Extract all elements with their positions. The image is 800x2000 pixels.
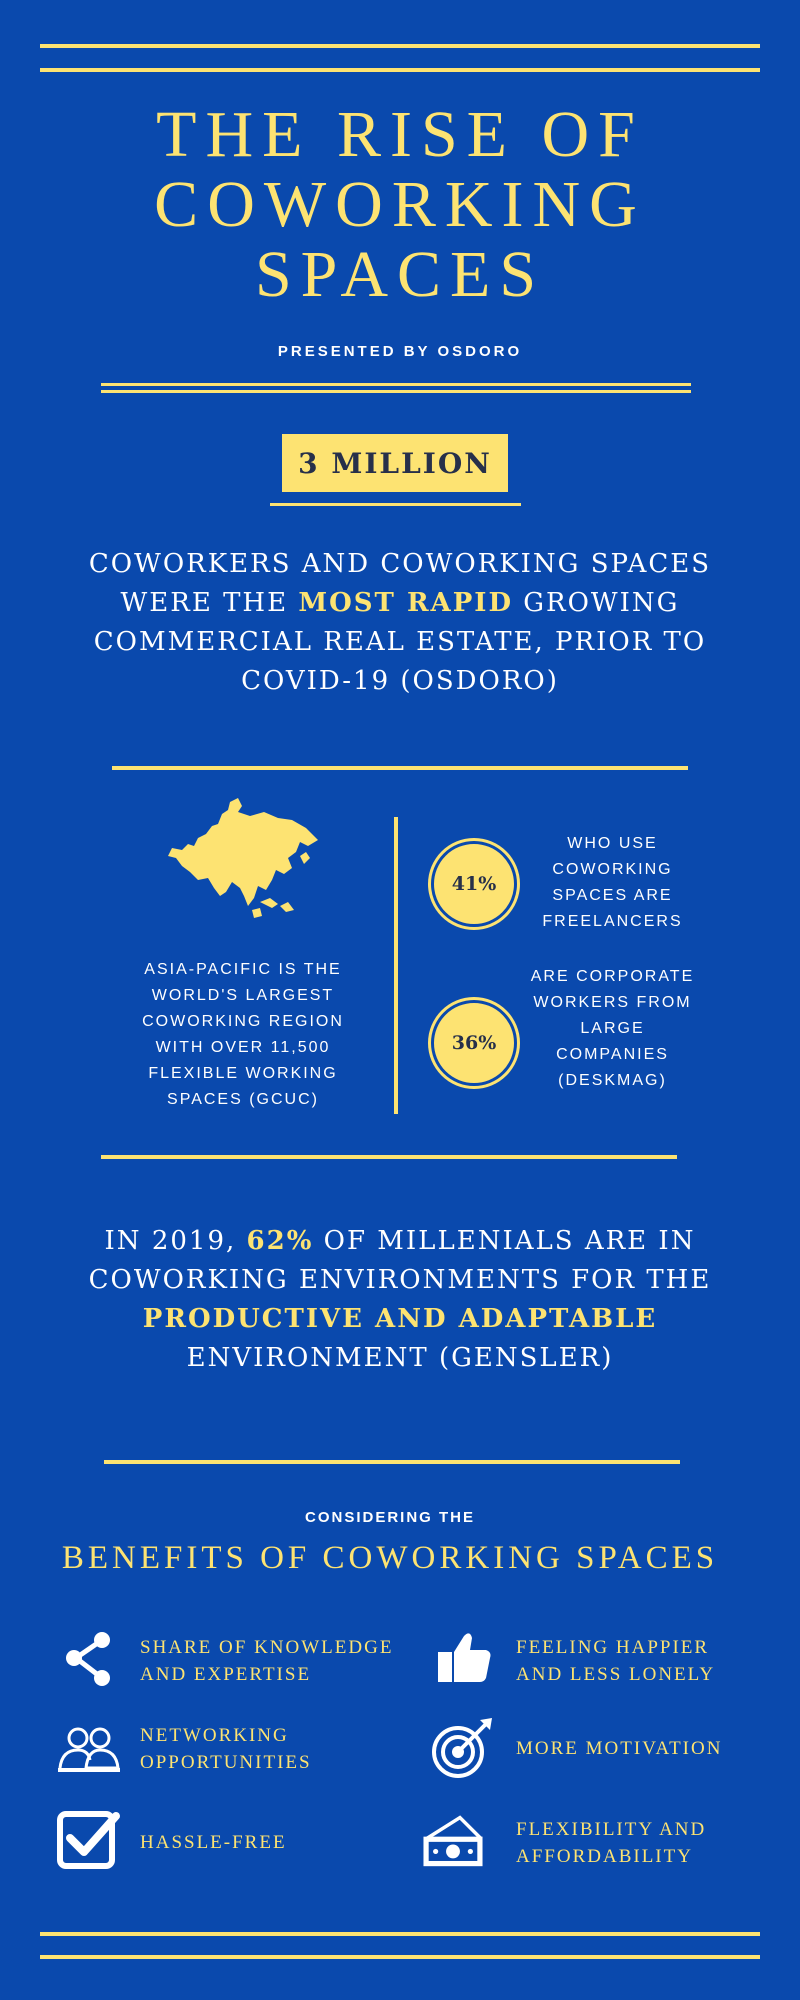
benefit-label-motivation: MORE MOTIVATION	[516, 1738, 723, 1759]
thumbs-up-icon	[438, 1633, 491, 1682]
millenials-text: IN 2019, 62% OF MILLENIALS ARE IN COWORK…	[88, 1226, 712, 1373]
vertical-divider	[394, 817, 398, 1114]
top-line-1	[40, 44, 760, 48]
bottom-line-1	[40, 1932, 760, 1936]
stat-value: 41%	[451, 873, 497, 895]
three-million-badge: 3 MILLION	[282, 434, 508, 492]
people-icon	[58, 1727, 120, 1772]
stat-circle-corporate: 36%	[431, 1000, 517, 1086]
section-divider-2	[101, 1155, 677, 1159]
top-line-2	[40, 68, 760, 72]
money-icon	[423, 1815, 483, 1867]
asia-pacific-text: ASIA-PACIFIC IS THE WORLD'S LARGEST COWO…	[142, 961, 344, 1108]
section-divider-3	[104, 1460, 680, 1464]
considering-label: CONSIDERING THE	[304, 1509, 475, 1526]
title-underline-1	[101, 383, 691, 386]
section-divider-1	[112, 766, 688, 770]
page-title: THE RISE OF COWORKING SPACES	[154, 98, 646, 311]
target-icon	[432, 1718, 492, 1778]
stat-text-freelancers: WHO USE COWORKING SPACES ARE FREELANCERS	[542, 835, 683, 930]
stat-value: 36%	[451, 1032, 497, 1054]
presented-by: PRESENTED BY OSDORO	[277, 343, 523, 360]
title-underline-2	[101, 390, 691, 393]
benefit-label-networking: NETWORKING OPPORTUNITIES	[140, 1725, 312, 1773]
benefit-label-share: SHARE OF KNOWLEDGE AND EXPERTISE	[140, 1637, 394, 1685]
benefit-label-happier: FEELING HAPPIER AND LESS LONELY	[516, 1637, 716, 1685]
stat-circle-freelancers: 41%	[431, 841, 517, 927]
benefit-label-flexibility: FLEXIBILITY AND AFFORDABILITY	[516, 1819, 707, 1867]
badge-underline	[270, 503, 521, 506]
asia-map-icon	[168, 798, 318, 918]
benefits-title: BENEFITS OF COWORKING SPACES	[61, 1540, 719, 1576]
benefit-label-hassle-free: HASSLE-FREE	[140, 1832, 287, 1853]
intro-text: COWORKERS AND COWORKING SPACES WERE THE …	[88, 549, 712, 696]
checkbox-icon	[57, 1811, 120, 1869]
bottom-line-2	[40, 1955, 760, 1959]
share-icon	[66, 1632, 110, 1686]
stat-text-corporate: ARE CORPORATE WORKERS FROM LARGE COMPANI…	[530, 968, 695, 1089]
